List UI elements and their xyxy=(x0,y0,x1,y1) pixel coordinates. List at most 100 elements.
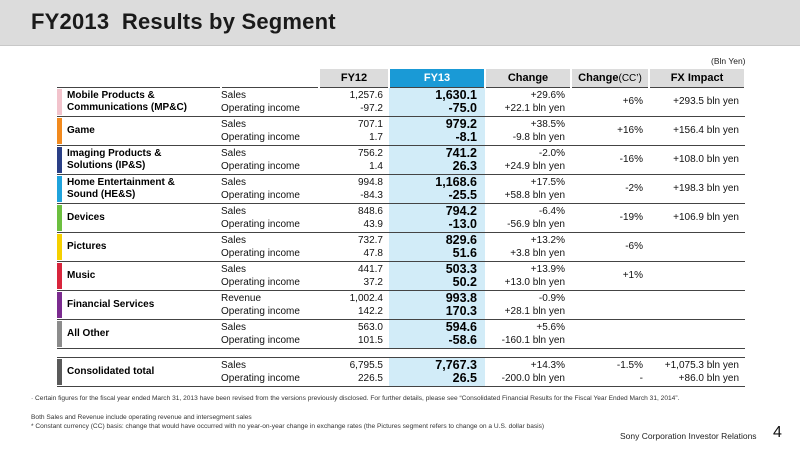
fx-impact-value: +156.4 bln yen xyxy=(673,125,739,136)
change-cc-value: -6% xyxy=(625,241,643,252)
segment-name: Consolidated total xyxy=(67,365,155,377)
fy13-cell: 7,767.3 26.5 xyxy=(389,356,485,387)
segment-name-cell: Pictures xyxy=(57,232,221,262)
metric-labels: Sales Operating income xyxy=(221,232,319,262)
value-stack: +1,075.3 bln yen +86.0 bln yen xyxy=(649,359,739,385)
segment-color-strip xyxy=(57,262,62,289)
change-cc-cell xyxy=(571,319,649,349)
fy12-operating-income: 101.5 xyxy=(357,334,383,346)
unit-note: (Bln Yen) xyxy=(711,56,746,66)
table-row: Music Sales Operating income 441.7 37.2 503.3… xyxy=(57,261,745,291)
value-stack: 993.8 170.3 xyxy=(389,291,477,318)
change-cc-cell: -19% xyxy=(571,203,649,233)
metric-label: Operating income xyxy=(221,247,300,259)
table-row: Game Sales Operating income 707.1 1.7 979.2 -8… xyxy=(57,116,745,146)
segment-color-strip xyxy=(57,88,62,115)
value-stack: Sales Operating income xyxy=(221,205,319,231)
value-stack: 829.6 51.6 xyxy=(389,232,477,260)
metric-label: Operating income xyxy=(221,218,300,230)
segment-name: Financial Services xyxy=(67,298,155,310)
fy13-sales: 829.6 xyxy=(445,232,477,247)
fy12-operating-income: 43.9 xyxy=(363,218,383,230)
change-sales: +14.3% xyxy=(530,359,565,371)
table-row: Mobile Products & Communications (MP&C) Sa… xyxy=(57,86,745,117)
header-change-cc-suffix: (CC’) xyxy=(618,72,642,84)
value-stack: -2.0% +24.9 bln yen xyxy=(485,147,565,173)
fy12-sales: 732.7 xyxy=(357,234,383,246)
fy13-operating-income: 51.6 xyxy=(452,245,477,260)
fy12-sales: 756.2 xyxy=(357,147,383,159)
fy13-cell: 794.2 -13.0 xyxy=(389,203,485,233)
fy12-operating-income: -84.3 xyxy=(360,189,383,201)
fy13-sales: 594.6 xyxy=(445,319,477,334)
value-stack: Sales Operating income xyxy=(221,118,319,144)
table-row: Imaging Products & Solutions (IP&S) Sales O… xyxy=(57,145,745,175)
value-stack: 594.6 -58.6 xyxy=(389,319,477,347)
metric-label: Sales xyxy=(221,359,247,371)
spacer-cell xyxy=(57,348,745,357)
segment-color-strip xyxy=(57,204,62,231)
value-stack: 563.0 101.5 xyxy=(319,321,383,347)
value-stack: -6% xyxy=(571,240,643,253)
fy13-sales: 1,630.1 xyxy=(435,87,477,102)
metric-labels: Revenue Operating income xyxy=(221,290,319,320)
segment-name: Home Entertainment & Sound (HE&S) xyxy=(67,176,175,200)
table-row: Pictures Sales Operating income 732.7 47.8 82… xyxy=(57,232,745,262)
segment-name: Imaging Products & Solutions (IP&S) xyxy=(67,147,162,171)
fy12-operating-income: 1.7 xyxy=(369,131,383,143)
value-stack: +13.9% +13.0 bln yen xyxy=(485,263,565,289)
metric-label: Sales xyxy=(221,176,247,188)
segment-name-cell: Home Entertainment & Sound (HE&S) xyxy=(57,174,221,204)
segment-name-cell: Financial Services xyxy=(57,290,221,320)
value-stack: Sales Operating income xyxy=(221,147,319,173)
change-cell: -6.4% -56.9 bln yen xyxy=(485,203,571,233)
fy12-cell: 994.8 -84.3 xyxy=(319,174,389,204)
change-cc-cell: +6% xyxy=(571,86,649,117)
segment-name-cell: Imaging Products & Solutions (IP&S) xyxy=(57,145,221,175)
value-stack: -2% xyxy=(571,182,643,195)
fy13-operating-income: -25.5 xyxy=(448,187,478,202)
change-cc-cell: +1% xyxy=(571,261,649,291)
fy13-operating-income: 26.5 xyxy=(452,370,477,385)
fy13-cell: 829.6 51.6 xyxy=(389,232,485,262)
page-title: FY2013 Results by Segment xyxy=(31,9,336,34)
metric-label: Sales xyxy=(221,205,247,217)
value-stack: 441.7 37.2 xyxy=(319,263,383,289)
fy12-cell: 707.1 1.7 xyxy=(319,116,389,146)
change-cc-value: -2% xyxy=(625,183,643,194)
metric-label: Operating income xyxy=(221,131,300,143)
change-cc-value: -19% xyxy=(619,212,643,223)
metric-labels: Sales Operating income xyxy=(221,116,319,146)
fy13-operating-income: 26.3 xyxy=(452,158,477,173)
fy12-operating-income: 1.4 xyxy=(369,160,383,172)
header-blank-label xyxy=(221,69,320,87)
segment-name-cell: Game xyxy=(57,116,221,146)
fy12-operating-income: -97.2 xyxy=(360,102,383,114)
metric-label: Sales xyxy=(221,118,247,130)
segment-name: Music xyxy=(67,269,96,281)
value-stack: Sales Operating income xyxy=(221,89,319,115)
header-fy12: FY12 xyxy=(319,69,390,87)
footnote-revision: · Certain figures for the fiscal year en… xyxy=(31,395,680,402)
change-cell: +13.2% +3.8 bln yen xyxy=(485,232,571,262)
metric-label: Operating income xyxy=(221,334,300,346)
value-stack: 6,795.5 226.5 xyxy=(319,359,383,385)
change-operating-income: +58.8 bln yen xyxy=(504,189,565,201)
header-fx-impact: FX Impact xyxy=(649,69,746,87)
change-cc-value: +16% xyxy=(617,125,643,136)
header-fy13: FY13 xyxy=(389,69,486,87)
segment-name-cell: Music xyxy=(57,261,221,291)
change-sales: +38.5% xyxy=(530,118,565,130)
segment-name: Pictures xyxy=(67,240,107,252)
change-cell: +14.3% -200.0 bln yen xyxy=(485,356,571,387)
change-cc-value: +1% xyxy=(622,270,643,281)
value-stack: Sales Operating income xyxy=(221,234,319,260)
fy13-operating-income: 50.2 xyxy=(452,274,477,289)
metric-labels: Sales Operating income xyxy=(221,319,319,349)
fy13-cell: 1,630.1 -75.0 xyxy=(389,86,485,117)
change-operating-income: +13.0 bln yen xyxy=(504,276,565,288)
value-stack: +14.3% -200.0 bln yen xyxy=(485,359,565,385)
segment-name: Mobile Products & Communications (MP&C) xyxy=(67,89,187,113)
fy12-sales: 441.7 xyxy=(357,263,383,275)
fy12-cell: 756.2 1.4 xyxy=(319,145,389,175)
